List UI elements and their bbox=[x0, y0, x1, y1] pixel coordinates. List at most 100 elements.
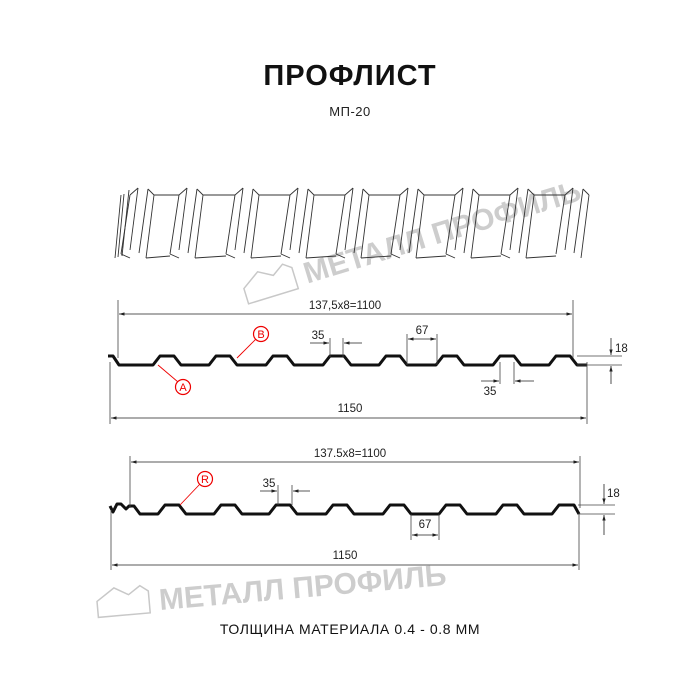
sheet-edge-line bbox=[138, 188, 149, 254]
sheet-edge-line bbox=[573, 188, 584, 254]
sheet-edge-line bbox=[289, 187, 299, 196]
sheet-edge-line bbox=[500, 194, 511, 255]
sheet-edge-line bbox=[580, 194, 590, 259]
sheet-edge-line bbox=[463, 188, 474, 254]
height-dimension-label: 18 bbox=[615, 343, 628, 355]
sheet-edge-line bbox=[564, 187, 574, 251]
sheet-edge-line bbox=[145, 194, 155, 259]
sheet-edge-line bbox=[518, 188, 529, 254]
profile-a-outline bbox=[108, 354, 587, 367]
page-title: ПРОФЛИСТ bbox=[263, 60, 437, 92]
sheet-edge-line bbox=[280, 194, 291, 255]
sheet-edge-line bbox=[196, 188, 204, 196]
sheet-edge-line bbox=[470, 194, 480, 259]
watermark-logo-icon bbox=[243, 263, 300, 305]
callout-a-marker bbox=[174, 378, 192, 396]
sheet-edge-line bbox=[417, 188, 425, 196]
lower-crest-dimension-label: 35 bbox=[484, 386, 497, 398]
sheet-edge-line bbox=[298, 188, 309, 254]
callout-b-label: B bbox=[257, 329, 264, 341]
profile-b: 137.5x8=1100 1150 35 67 18 R bbox=[108, 448, 620, 570]
sheet-edge-line bbox=[117, 193, 125, 258]
sheet-edge-line bbox=[555, 194, 566, 255]
profile-b-outline bbox=[108, 502, 581, 516]
callout-r-label: R bbox=[201, 474, 209, 486]
sheet-edge-line bbox=[335, 194, 346, 255]
sheet-edge-line bbox=[234, 187, 244, 196]
valley-dimension-label: 67 bbox=[416, 325, 429, 337]
sheet-edge-line bbox=[335, 253, 346, 259]
sheet-edge-line bbox=[305, 194, 315, 259]
sheet-edge-line bbox=[525, 255, 557, 259]
sheet-edge-line bbox=[500, 253, 511, 259]
sheet-edge-line bbox=[399, 187, 409, 196]
sheet-edge-line bbox=[225, 253, 236, 259]
sheet-edge-line bbox=[280, 253, 291, 259]
sheet-edge-line bbox=[415, 194, 425, 259]
pitch-dimension-label: 137.5x8=1100 bbox=[314, 448, 386, 460]
callout-r-marker bbox=[196, 470, 214, 488]
height-dimension-label: 18 bbox=[607, 488, 620, 500]
pitch-dimension-label: 137,5x8=1100 bbox=[309, 300, 381, 312]
sheet-edge-line bbox=[289, 187, 299, 251]
sheet-edge-line bbox=[120, 253, 131, 259]
sheet-edge-line bbox=[187, 188, 198, 254]
callout-b-marker bbox=[252, 325, 270, 343]
sheet-edge-line bbox=[243, 188, 254, 254]
sheet-edge-line bbox=[454, 187, 464, 251]
sheet-edge-line bbox=[360, 194, 370, 259]
sheet-edge-line bbox=[470, 255, 502, 259]
sheet-edge-line bbox=[250, 194, 260, 259]
sheet-edge-line bbox=[129, 187, 139, 196]
sheet-edge-line bbox=[454, 187, 464, 196]
sheet-edge-line bbox=[178, 187, 188, 196]
sheet-edge-line bbox=[344, 187, 354, 196]
crest-dimension-label: 35 bbox=[312, 330, 325, 342]
sheet-edge-line bbox=[408, 188, 419, 254]
sheet-edge-line bbox=[252, 188, 260, 196]
crest-dimension-label: 35 bbox=[263, 478, 276, 490]
sheet-edge-line bbox=[445, 253, 456, 259]
sheet-edge-line bbox=[509, 187, 519, 251]
sheet-edge-line bbox=[169, 194, 180, 255]
sheet-edge-line bbox=[399, 187, 409, 251]
sheet-3d-view bbox=[114, 187, 590, 259]
sheet-edge-line bbox=[305, 255, 337, 259]
width-dimension-label: 1150 bbox=[338, 403, 363, 415]
sheet-edge-line bbox=[225, 194, 236, 255]
sheet-edge-line bbox=[390, 194, 401, 255]
profile-a: 137,5x8=1100 1150 35 67 35 18 bbox=[108, 300, 628, 424]
material-thickness-note: ТОЛЩИНА МАТЕРИАЛА 0.4 - 0.8 ММ bbox=[219, 621, 481, 637]
callout-a-label: A bbox=[179, 382, 187, 394]
sheet-edge-line bbox=[362, 188, 370, 196]
sheet-edge-line bbox=[169, 253, 180, 259]
sheet-edge-line bbox=[145, 255, 171, 259]
sheet-edge-line bbox=[353, 188, 364, 254]
sheet-edge-line bbox=[234, 187, 244, 251]
sheet-edge-line bbox=[147, 188, 155, 196]
sheet-edge-line bbox=[194, 255, 227, 259]
sheet-edge-line bbox=[250, 255, 282, 259]
sheet-edge-line bbox=[344, 187, 354, 251]
sheet-edge-line bbox=[194, 194, 204, 259]
sheet-edge-line bbox=[129, 187, 139, 251]
sheet-edge-line bbox=[307, 188, 315, 196]
sheet-edge-line bbox=[390, 253, 401, 259]
sheet-edge-line bbox=[415, 255, 447, 259]
width-dimension-label: 1150 bbox=[333, 550, 358, 562]
model-subtitle: МП-20 bbox=[329, 104, 371, 119]
watermark-logo-icon bbox=[96, 584, 152, 619]
watermark-text: МЕТАЛЛ ПРОФИЛЬ bbox=[300, 175, 585, 291]
sheet-edge-line bbox=[472, 188, 480, 196]
sheet-edge-line bbox=[525, 194, 535, 259]
sheet-edge-line bbox=[582, 188, 590, 196]
sheet-edge-line bbox=[114, 194, 122, 259]
sheet-edge-line bbox=[445, 194, 456, 255]
watermark-text: МЕТАЛЛ ПРОФИЛЬ bbox=[158, 559, 448, 617]
sheet-edge-line bbox=[360, 255, 392, 259]
sheet-edge-line bbox=[178, 187, 188, 251]
watermark-middle: МЕТАЛЛ ПРОФИЛЬ bbox=[96, 559, 448, 619]
valley-dimension-label: 67 bbox=[419, 519, 432, 531]
